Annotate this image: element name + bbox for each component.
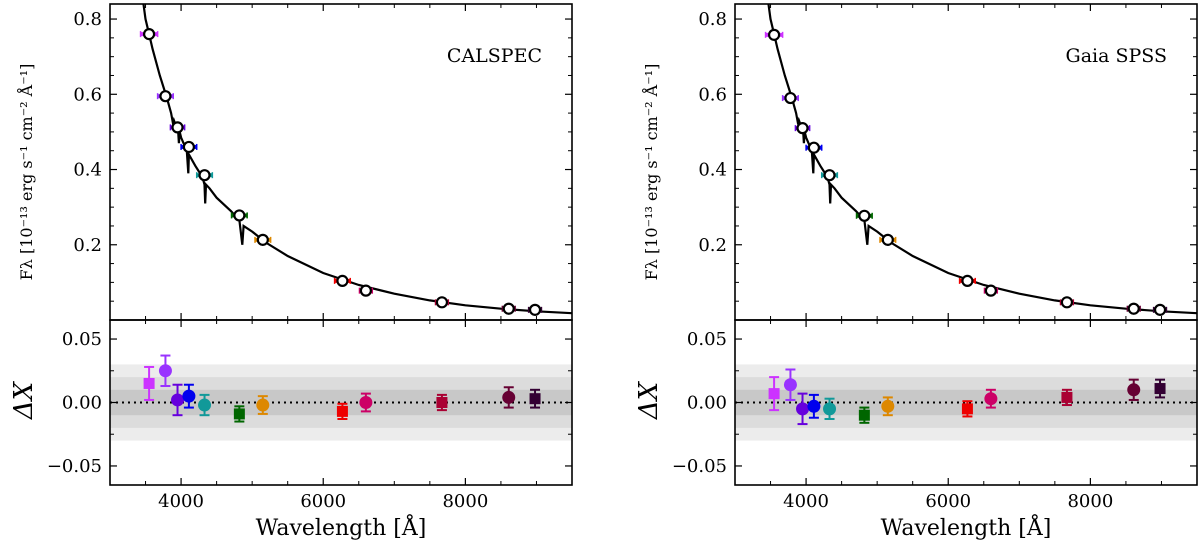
residual-point-square <box>768 388 780 400</box>
y-tick-label: 0.2 <box>73 235 102 256</box>
x-tick-label: 8000 <box>1067 491 1113 512</box>
residual-point-square <box>1061 391 1073 403</box>
residual-point-square <box>1154 383 1166 395</box>
residual-point-circle <box>807 399 821 413</box>
x-tick-label: 4000 <box>783 491 829 512</box>
residual-point-circle <box>182 389 196 403</box>
flux-point <box>233 209 246 222</box>
flux-point <box>784 91 797 105</box>
y-tick-label: 0.05 <box>62 329 102 350</box>
y-tick-label: 0.4 <box>73 160 102 181</box>
residual-group <box>768 368 1166 426</box>
flux-point <box>359 284 372 297</box>
x-tick-label: 4000 <box>158 491 204 512</box>
flux-point <box>881 233 894 246</box>
flux-point <box>984 284 997 297</box>
flux-point <box>142 27 156 41</box>
spectrum-group <box>764 4 1197 316</box>
residual-point-circle <box>359 396 373 409</box>
residual-point-circle <box>158 364 172 378</box>
panel-label: CALSPEC <box>447 45 542 67</box>
residual-group <box>143 354 541 423</box>
residual-axis-title: ΔX <box>634 380 664 420</box>
flux-point <box>767 28 781 41</box>
residual-point-circle <box>881 399 895 413</box>
flux-point <box>182 140 195 154</box>
residual-point-square <box>436 397 448 408</box>
y-tick-label: −0.05 <box>47 456 102 477</box>
flux-axis-title: Fλ [10⁻¹³ erg s⁻¹ cm⁻² Å⁻¹] <box>16 64 36 281</box>
y-tick-label: −0.05 <box>672 456 727 477</box>
residual-point-circle <box>502 390 516 404</box>
flux-point <box>823 169 836 182</box>
y-tick-label: 0.6 <box>73 84 102 105</box>
y-tick-label: 0.8 <box>73 9 102 30</box>
y-tick-label: 0.00 <box>687 393 727 414</box>
residual-point-circle <box>198 398 212 412</box>
x-axis-title: Wavelength [Å] <box>881 513 1052 541</box>
flux-point <box>159 90 172 103</box>
flux-point <box>435 296 449 309</box>
residual-point-square <box>858 409 870 421</box>
chart-panel-2: 4000 6000 8000 0.2 0.4 0.6 0.8 −0.05 0.00 0.05 Wav… <box>634 3 1198 541</box>
y-tick-label: 0.6 <box>698 84 727 105</box>
residual-point-circle <box>171 393 185 407</box>
x-axis-title: Wavelength [Å] <box>256 513 427 541</box>
residual-axis-title: ΔX <box>9 380 39 420</box>
residual-point-circle <box>984 392 998 406</box>
flux-point <box>961 274 974 287</box>
flux-point <box>796 122 809 135</box>
spectrum-curve <box>767 4 1197 315</box>
residual-point-square <box>529 393 541 405</box>
y-tick-label: 0.2 <box>698 235 727 256</box>
x-tick-label: 6000 <box>300 491 346 512</box>
residual-point-square <box>143 377 155 389</box>
flux-point <box>336 274 349 287</box>
flux-point <box>528 303 542 316</box>
chart-panel-1: 4000 6000 8000 0.2 0.4 0.6 0.8 −0.05 0.00 0.05 Wav… <box>9 3 573 541</box>
residual-point-square <box>336 405 348 417</box>
flux-point <box>502 302 515 315</box>
residual-point-square <box>961 403 973 415</box>
flux-point <box>1153 303 1167 316</box>
flux-point <box>1060 296 1074 309</box>
flux-point <box>807 141 820 154</box>
x-tick-label: 6000 <box>925 491 971 512</box>
flux-axis-title: Fλ [10⁻¹³ erg s⁻¹ cm⁻² Å⁻¹] <box>641 64 661 281</box>
panel-label: Gaia SPSS <box>1066 45 1167 67</box>
y-tick-label: 0.00 <box>62 393 102 414</box>
residual-point-circle <box>796 402 810 416</box>
y-tick-label: 0.05 <box>687 329 727 350</box>
flux-point <box>171 121 184 134</box>
flux-point <box>198 169 211 182</box>
residual-point-circle <box>1127 383 1141 397</box>
residual-point-circle <box>823 402 837 416</box>
y-tick-label: 0.4 <box>698 160 727 181</box>
flux-point <box>1127 302 1140 315</box>
y-tick-label: 0.8 <box>698 9 727 30</box>
x-tick-label: 8000 <box>442 491 488 512</box>
spectrum-group <box>139 4 572 316</box>
flux-point <box>858 209 871 222</box>
residual-bands <box>735 364 1197 441</box>
residual-point-circle <box>783 378 797 392</box>
spectrum-curve <box>142 4 572 315</box>
flux-point <box>256 233 269 246</box>
residual-point-square <box>233 408 245 420</box>
residual-point-circle <box>256 398 270 412</box>
